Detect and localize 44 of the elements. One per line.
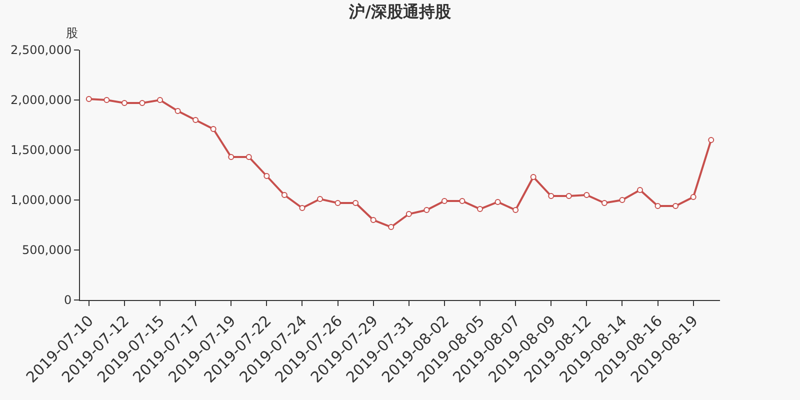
y-tick-label: 0 [64, 293, 72, 308]
point [228, 154, 234, 160]
point [192, 117, 199, 123]
point [637, 187, 643, 193]
point [388, 224, 394, 230]
point [441, 198, 448, 204]
point [601, 200, 608, 206]
point [654, 203, 661, 209]
point [299, 205, 306, 211]
point [584, 192, 590, 198]
point [86, 96, 92, 102]
point [121, 100, 128, 106]
point [264, 173, 270, 179]
point [406, 211, 412, 217]
point [494, 199, 501, 205]
y-tick-label: 500,000 [22, 243, 72, 258]
point [619, 197, 626, 203]
y-tick-label: 2,000,000 [10, 93, 72, 108]
point [370, 217, 376, 223]
point [210, 126, 216, 132]
point [104, 97, 110, 103]
point [424, 207, 430, 213]
point [157, 97, 163, 103]
point [281, 192, 288, 198]
y-tick-label: 2,500,000 [10, 43, 72, 58]
point [352, 200, 359, 206]
point [530, 174, 536, 180]
y-axis-title: 股 [66, 26, 78, 40]
point [477, 206, 483, 212]
point [317, 196, 323, 202]
point [672, 203, 679, 209]
point [139, 100, 146, 106]
chart-title: 沪/深股通持股 [348, 2, 452, 22]
point [334, 200, 341, 206]
y-tick-label: 1,500,000 [10, 143, 72, 158]
point [708, 137, 714, 143]
point [246, 154, 252, 160]
point [459, 198, 466, 204]
point [548, 193, 554, 199]
y-tick-label: 1,000,000 [10, 193, 72, 208]
point [174, 108, 181, 114]
point [690, 194, 696, 200]
point [566, 193, 572, 199]
point [512, 207, 519, 213]
